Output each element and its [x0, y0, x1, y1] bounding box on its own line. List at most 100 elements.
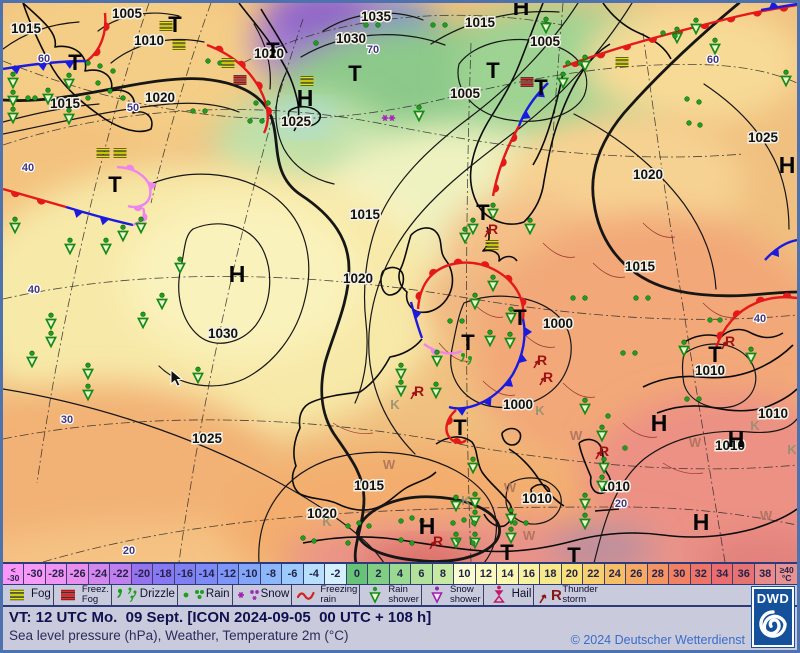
- cold-front: [448, 318, 533, 416]
- warm-front: [206, 43, 272, 134]
- temp-scale-cell: 10: [453, 564, 475, 584]
- rain-symbol: [97, 63, 103, 69]
- rain-symbol: [470, 540, 476, 546]
- isobar-label: 1005: [450, 86, 481, 101]
- rain-symbol: [447, 318, 453, 324]
- rain-symbol: [696, 99, 702, 105]
- legend-label: Fog: [31, 588, 51, 601]
- rain-symbol: [32, 95, 38, 101]
- graticule-line: [642, 32, 726, 562]
- temp-scale-cell: 34: [710, 564, 733, 584]
- coastline: [656, 388, 797, 414]
- svg-text:R: R: [537, 352, 547, 368]
- weather-symbol-legend: Fog Freez. Fog Drizzle Rain Snow Freezing rain R…: [3, 585, 797, 607]
- temp-scale-cell: -6: [281, 564, 303, 584]
- country-border: [702, 302, 736, 318]
- rain-symbol: [375, 22, 381, 28]
- thunderstorm-symbol: R: [484, 221, 498, 238]
- rain-symbol: [696, 396, 702, 402]
- rain-shower-symbol: [579, 54, 591, 73]
- isobar-label: 1020: [254, 46, 284, 61]
- legend-item-fog: Fog: [3, 585, 54, 605]
- svg-text:R: R: [725, 333, 735, 349]
- graticule-line: [242, 14, 564, 64]
- rain-shower-symbol: [431, 349, 443, 368]
- isobar-label: 1015: [465, 15, 496, 30]
- temp-scale-cell: 22: [582, 564, 604, 584]
- isobar-line: [681, 343, 757, 409]
- rain-shower-symbol: [469, 292, 481, 311]
- warm-front: [714, 292, 797, 349]
- country-border: [542, 242, 576, 258]
- rain-symbol: [202, 108, 208, 114]
- rain-shower-symbol: [487, 274, 499, 293]
- rain-shower-symbol: [100, 237, 112, 256]
- occluded-front: [116, 164, 157, 212]
- temp-scale-cell: 12: [474, 564, 497, 584]
- rain-symbol: [409, 540, 415, 546]
- dwd-logo: DWD: [751, 586, 795, 648]
- coastline: [380, 266, 405, 296]
- legend-item-rain-shower: Rain shower: [360, 585, 422, 605]
- legend-label: Rain shower: [388, 584, 419, 605]
- rain-shower-symbol: [413, 104, 425, 123]
- rain-symbol: [366, 523, 372, 529]
- low-pressure-center: T: [567, 543, 581, 562]
- rain-shower-symbol: [117, 224, 129, 243]
- freezing-fog-symbol: [520, 77, 534, 87]
- rain-shower-symbol: [579, 512, 591, 531]
- rain-shower-symbol: [7, 89, 19, 108]
- fog-symbol: [300, 76, 314, 86]
- isobar-label: 1015: [350, 207, 381, 222]
- rain-symbol: [442, 22, 448, 28]
- rain-symbol: [409, 515, 415, 521]
- legend-item-rain: Rain: [178, 585, 233, 605]
- low-pressure-center: T: [348, 61, 362, 86]
- isobar-label: 1025: [281, 114, 312, 129]
- rain-symbol: [120, 95, 126, 101]
- isobar-line: [368, 3, 633, 455]
- coastline: [482, 226, 518, 262]
- isobar-line: [3, 388, 385, 562]
- temp-scale-cell: 20: [560, 564, 583, 584]
- svg-text:R: R: [599, 443, 609, 459]
- airmass-label: K: [787, 442, 797, 457]
- bottom-panel: < -30 -30 -28 -26 -24 -22 -20 -18 -16 -14 -12 -10 -8-…: [3, 562, 797, 650]
- isobar-line: [593, 418, 797, 562]
- graticule-line: [3, 276, 797, 320]
- low-pressure-center: T: [476, 200, 490, 225]
- isobar-label: 1035: [361, 9, 392, 24]
- isobar-label: 1010: [134, 33, 164, 48]
- rain-symbol: [523, 520, 529, 526]
- rain-symbol: [660, 30, 666, 36]
- rain-symbol: [707, 317, 713, 323]
- legend-item-thunderstorm: R Thunder storm: [534, 585, 599, 605]
- latitude-label: 40: [28, 284, 40, 296]
- rain-shower-symbol: [596, 474, 608, 493]
- fog-icon: [10, 589, 24, 601]
- coastline: [501, 427, 522, 446]
- latitude-label: 40: [22, 162, 34, 174]
- temp-scale-cell: 24: [603, 564, 626, 584]
- rain-symbol: [85, 95, 91, 101]
- rain-shower-symbol: [469, 491, 481, 510]
- isobar-line: [3, 21, 80, 50]
- graticule-line: [466, 42, 472, 562]
- temp-scale-cell: -2: [324, 564, 346, 584]
- rain-shower-symbol: [467, 217, 479, 236]
- rain-symbol: [450, 520, 456, 526]
- rain-shower-symbol: [395, 362, 407, 381]
- thunderstorm-symbol: R: [410, 383, 424, 400]
- rain-symbol: [95, 80, 101, 86]
- airmass-label: K: [750, 418, 760, 433]
- temp-scale-cell: ≥40 °C: [775, 564, 797, 584]
- coastline: [642, 344, 794, 388]
- rain-shower-symbol: [82, 362, 94, 381]
- isobar-label: 1015: [354, 478, 385, 493]
- warm-front: [445, 409, 467, 444]
- rain-symbol: [697, 122, 703, 128]
- thunderstorm-icon: R: [539, 587, 561, 604]
- legend-label: Snow shower: [449, 584, 481, 605]
- temp-scale-cell: -14: [195, 564, 217, 584]
- rain-symbol: [419, 518, 425, 524]
